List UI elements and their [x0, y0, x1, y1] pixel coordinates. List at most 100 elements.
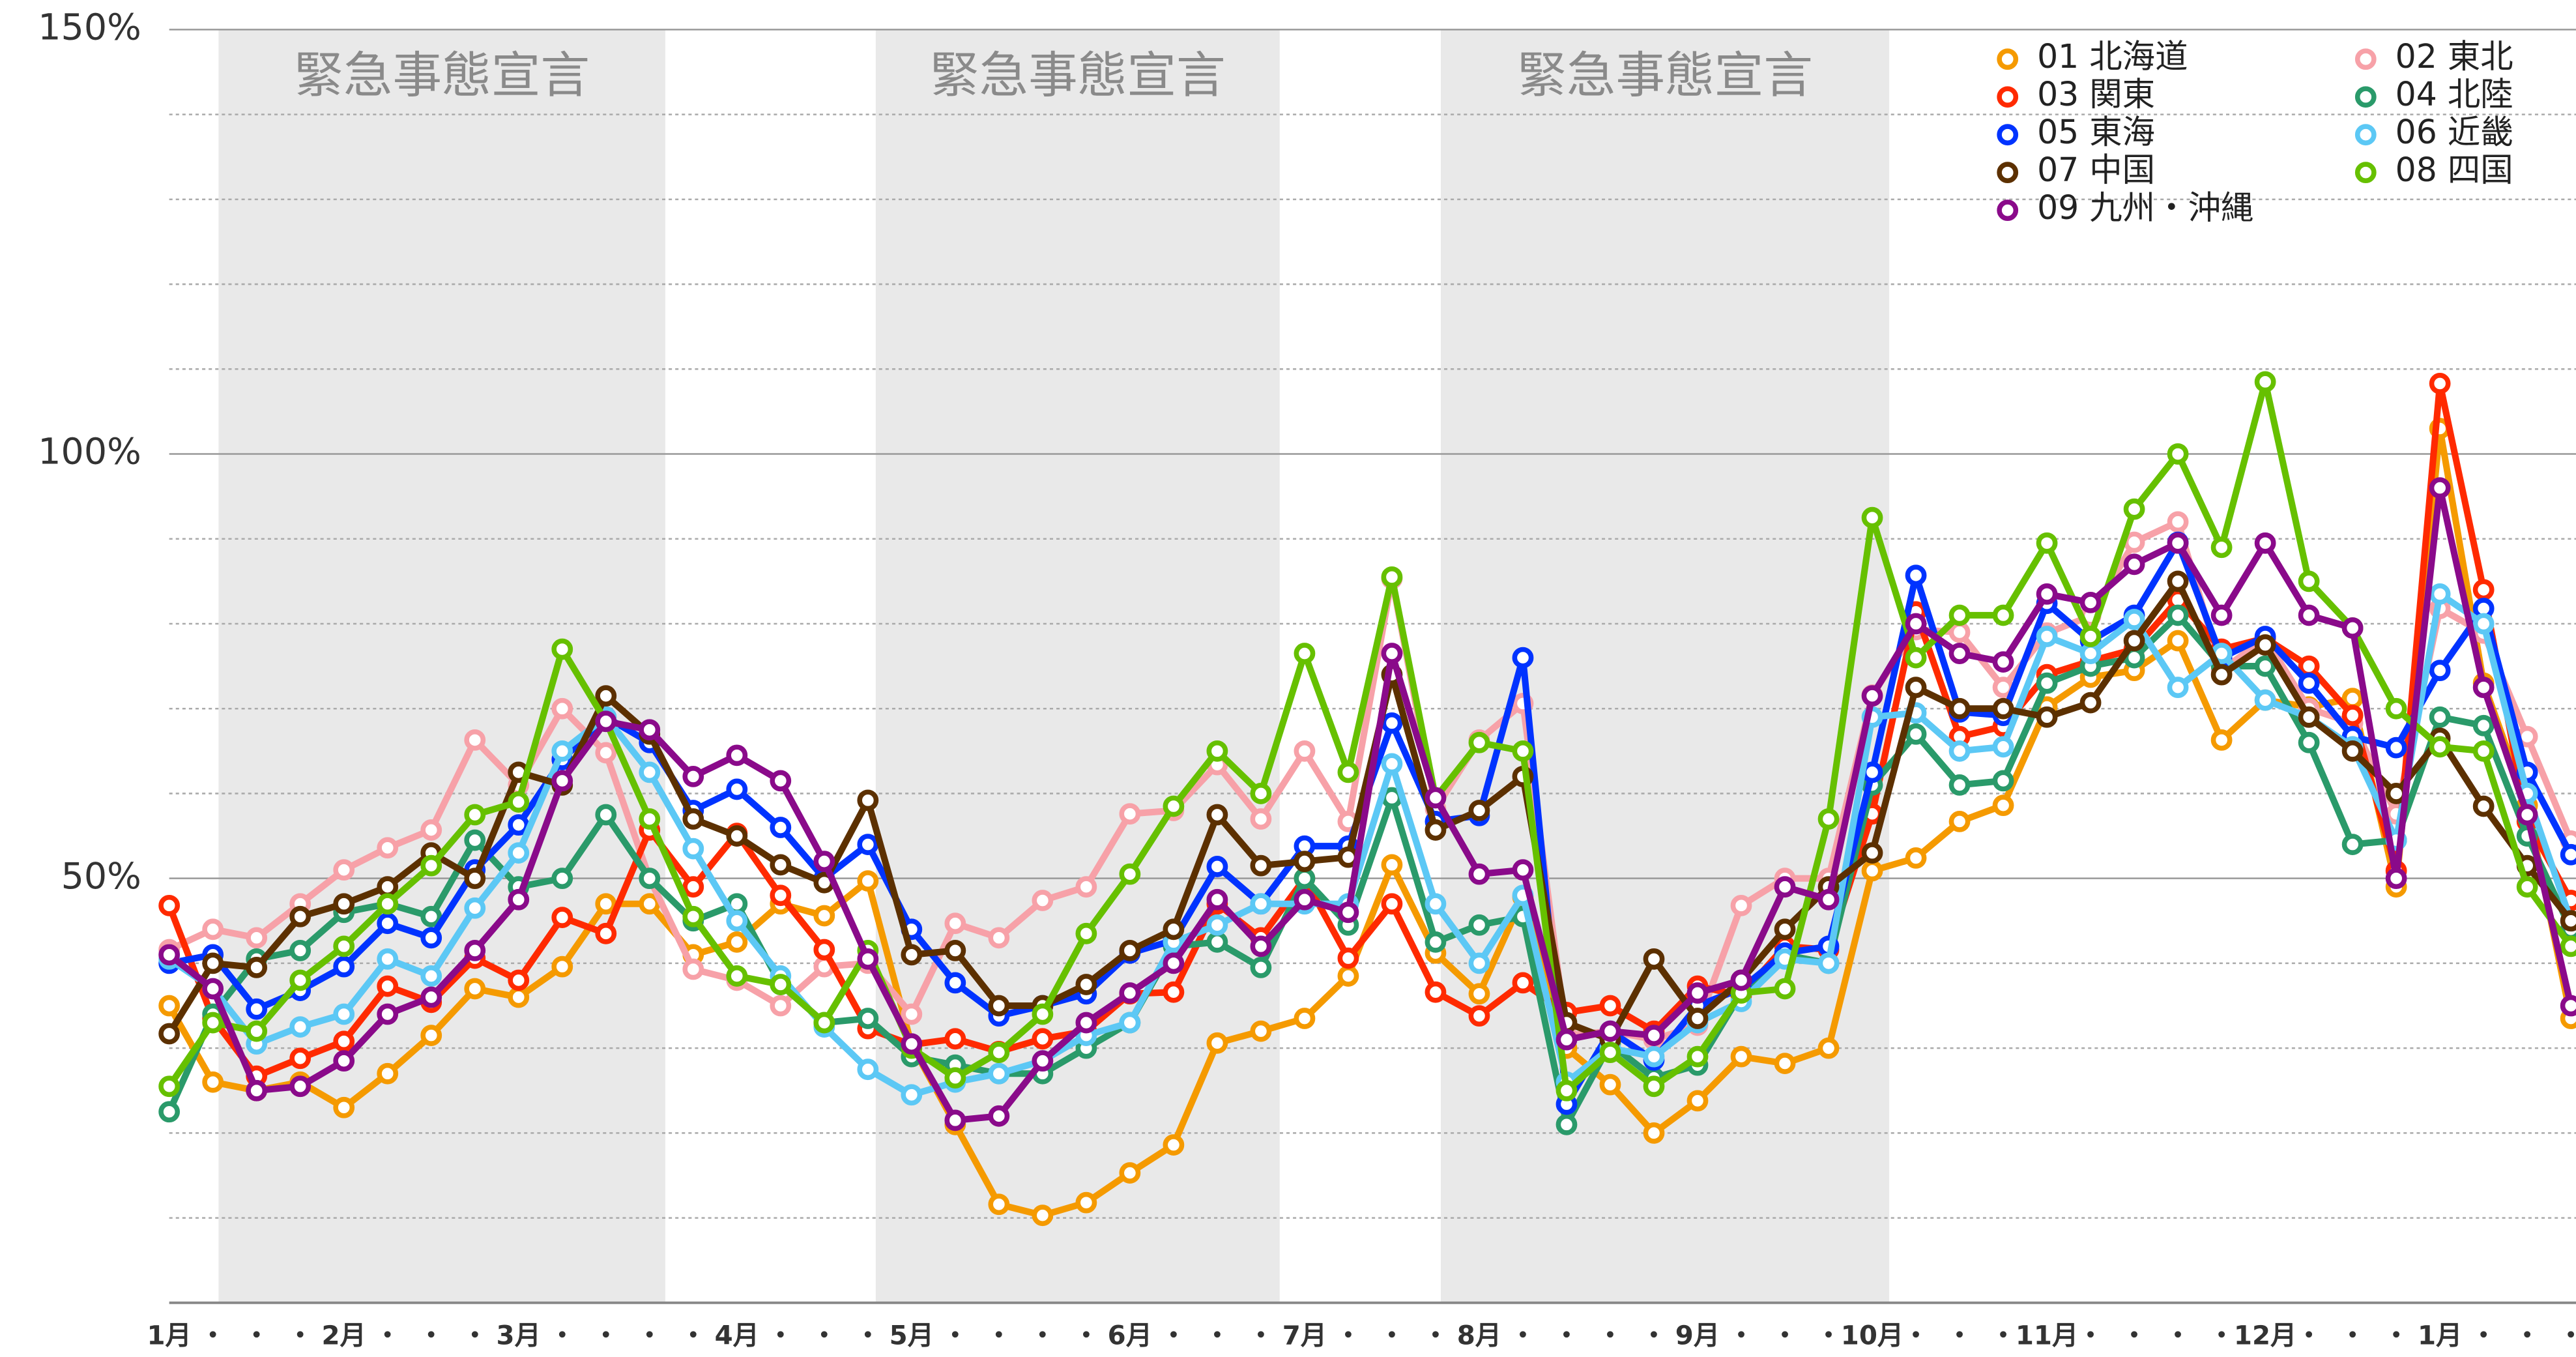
data-point [2036, 672, 2058, 694]
data-point [1250, 808, 1272, 830]
data-point [1206, 856, 1228, 877]
data-point [2560, 910, 2576, 932]
data-point [1294, 851, 1316, 873]
legend-label: 05 東海 [2037, 113, 2155, 151]
data-point [1556, 1113, 1578, 1135]
data-point [464, 868, 486, 890]
data-point [1206, 914, 1228, 936]
data-point [2167, 511, 2189, 533]
data-point [857, 870, 879, 892]
data-point [2516, 876, 2538, 898]
data-point [1032, 1003, 1054, 1025]
data-point [944, 972, 966, 994]
data-point [2472, 677, 2495, 699]
data-point [2472, 740, 2495, 762]
data-point [2385, 868, 2407, 890]
data-point [1425, 893, 1447, 915]
data-point [1774, 978, 1796, 1000]
data-point [1381, 753, 1403, 775]
x-tick-label: ・ [287, 1321, 313, 1351]
data-point [1163, 795, 1185, 817]
data-point [2167, 630, 2189, 652]
legend-label: 09 九州・沖縄 [2037, 188, 2253, 227]
data-point [1075, 922, 1097, 944]
x-tick-label: ・ [768, 1321, 794, 1351]
data-point [377, 912, 399, 935]
data-point [770, 884, 792, 907]
data-point [1817, 1037, 1840, 1059]
data-point [1119, 1012, 1141, 1034]
data-point [464, 804, 486, 826]
data-point [595, 742, 617, 764]
data-point [1861, 860, 1883, 882]
data-point [1075, 974, 1097, 995]
data-point [1905, 613, 1927, 635]
data-point [726, 825, 748, 847]
data-point [2079, 692, 2102, 714]
data-point [639, 893, 661, 915]
x-tick-label: ・ [2514, 1321, 2540, 1351]
x-tick-label: 12月 [2234, 1321, 2296, 1351]
data-point [2298, 655, 2320, 677]
data-point [1905, 564, 1927, 587]
data-point [551, 770, 573, 792]
data-point [595, 710, 617, 733]
x-tick-label: ・ [2339, 1321, 2366, 1351]
data-point [1512, 740, 1534, 762]
data-point [2079, 592, 2102, 613]
data-point [2516, 804, 2538, 826]
data-point [1468, 863, 1490, 885]
data-point [551, 697, 573, 720]
data-point [2123, 498, 2145, 520]
data-point [1817, 888, 1840, 911]
data-point [1512, 647, 1534, 669]
data-point [2472, 613, 2495, 635]
x-tick-label: 11月 [2016, 1321, 2078, 1351]
data-point [1075, 876, 1097, 898]
data-point [2167, 677, 2189, 699]
data-point [158, 1023, 181, 1045]
data-point [1468, 914, 1490, 936]
data-point [726, 744, 748, 766]
x-tick-label: ・ [2383, 1321, 2409, 1351]
legend-marker [1997, 86, 2019, 108]
data-point [158, 1101, 181, 1123]
data-point [2341, 705, 2364, 727]
data-point [1250, 1020, 1272, 1042]
data-point [508, 791, 530, 813]
data-point [333, 893, 355, 915]
data-point [813, 1012, 835, 1034]
x-tick-label: 6月 [1108, 1321, 1152, 1351]
x-tick-label: ・ [593, 1321, 619, 1351]
data-point [2036, 626, 2058, 647]
data-point [1381, 893, 1403, 915]
x-tick-label: ・ [1073, 1321, 1099, 1351]
data-point [1861, 842, 1883, 864]
data-point [595, 922, 617, 944]
data-point [901, 944, 923, 966]
data-point [2036, 706, 2058, 728]
x-tick-label: ・ [1990, 1321, 2016, 1351]
data-point [1774, 876, 1796, 898]
data-point [1032, 1204, 1054, 1227]
data-point [333, 1096, 355, 1118]
data-point [289, 905, 311, 927]
y-tick-label: 100% [38, 431, 141, 473]
data-point [1643, 1075, 1665, 1098]
data-point [1861, 685, 1883, 707]
x-tick-label: ・ [1423, 1321, 1449, 1351]
x-tick-label: ・ [1772, 1321, 1798, 1351]
data-point [464, 939, 486, 961]
x-tick-label: 1月 [2418, 1321, 2462, 1351]
span-label: 緊急事態宣言 [294, 46, 590, 104]
data-point [1250, 957, 1272, 978]
data-point [2298, 731, 2320, 753]
legend: 01 北海道 02 東北 03 関東 04 北陸 05 東海 06 近畿 07 中国 08 四… [1997, 37, 2513, 227]
data-point [2254, 689, 2276, 711]
data-point [508, 842, 530, 864]
data-point [682, 958, 704, 980]
data-point [1774, 918, 1796, 941]
data-point [1992, 651, 2014, 673]
span-band [218, 29, 665, 1303]
data-point [1119, 863, 1141, 885]
